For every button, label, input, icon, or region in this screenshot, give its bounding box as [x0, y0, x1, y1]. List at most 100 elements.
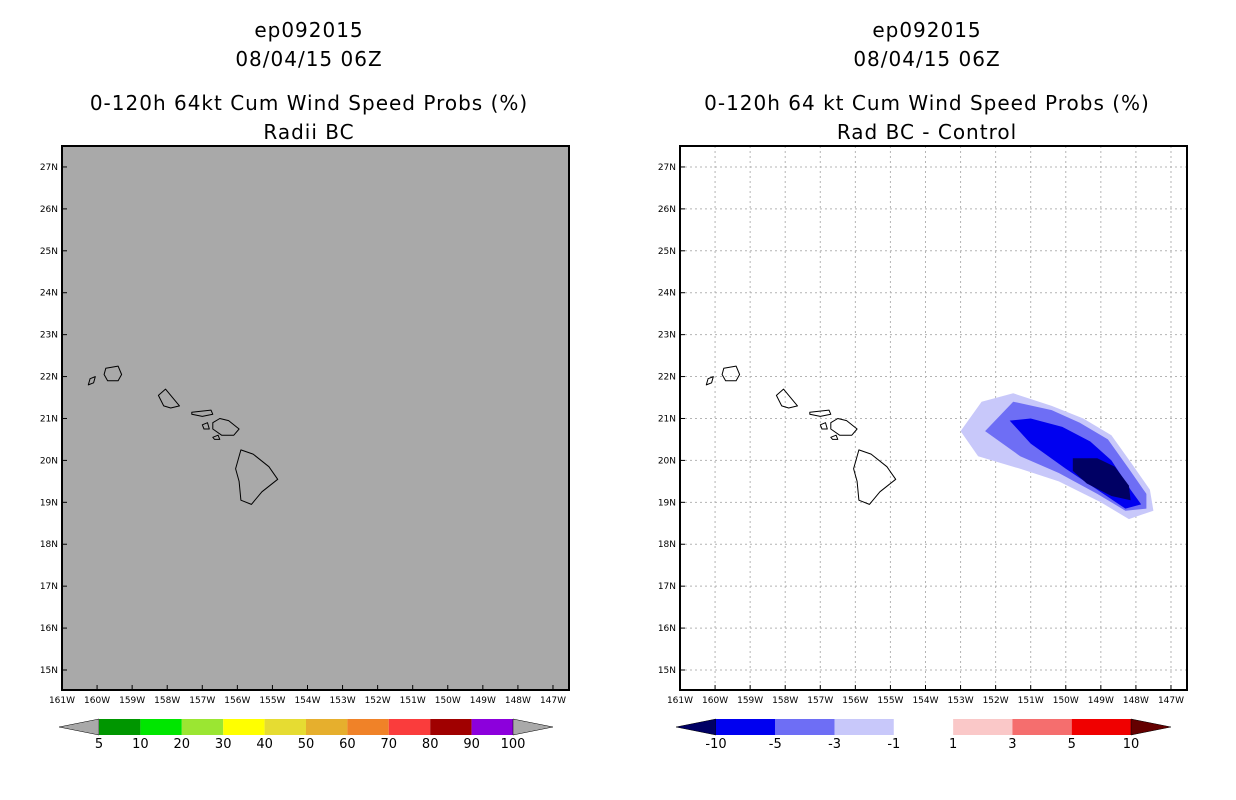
right-map: 15N 16N 17N 18N 19N 20N 21N 22N 23N 24N 25N 26N 27N 1…	[658, 145, 1188, 752]
left-storm-id: ep092015	[254, 18, 364, 42]
lat-tick-label: 24N	[658, 289, 676, 299]
colorbar-box	[223, 719, 265, 735]
colorbar-label: 90	[463, 737, 480, 752]
colorbar-high-triangle	[512, 718, 554, 736]
lon-tick-label: 148W	[505, 696, 531, 706]
lat-tick-label: 16N	[40, 624, 58, 634]
colorbar-box	[775, 719, 835, 735]
colorbar-box	[347, 719, 389, 735]
molokai-island	[191, 409, 214, 417]
lat-tick-label: 17N	[40, 582, 58, 592]
kauai-island	[721, 365, 741, 382]
lon-tick-label: 160W	[702, 696, 728, 706]
lanai-island	[819, 422, 828, 430]
lon-tick-label: 153W	[330, 696, 356, 706]
lat-tick-label: 15N	[40, 666, 58, 676]
colorbar-label: 1	[949, 737, 957, 752]
colorbar-label: 50	[298, 737, 315, 752]
niihau-island	[87, 376, 96, 386]
maui-island	[212, 418, 240, 436]
left-variant-title: Radii BC	[263, 120, 355, 144]
left-map: 15N 16N 17N 18N 19N 20N 21N 22N 23N 24N 25N 26N 27N 1…	[40, 145, 570, 752]
colorbar-box	[471, 719, 513, 735]
probability-field	[62, 146, 569, 690]
niihau-island	[705, 376, 714, 386]
colorbar-box	[181, 719, 224, 735]
lon-tick-label: 161W	[49, 696, 75, 706]
lat-tick-label: 21N	[40, 414, 58, 424]
right-panel: ep092015 08/04/15 06Z 0-120h 64 kt Cum W…	[618, 0, 1236, 800]
lon-tick-label: 147W	[540, 696, 566, 706]
colorbar-label: 20	[174, 737, 191, 752]
lanai-island	[201, 422, 210, 430]
kauai-island	[103, 365, 123, 382]
colorbar-label: 40	[256, 737, 273, 752]
colorbar-label: 5	[1068, 737, 1076, 752]
lon-tick-label: 155W	[877, 696, 903, 706]
lon-tick-label: 159W	[119, 696, 145, 706]
map-background	[680, 146, 1187, 690]
hawaii-island	[853, 449, 897, 505]
lon-tick-label: 147W	[1158, 696, 1184, 706]
colorbar-label: 3	[1008, 737, 1016, 752]
right-datetime: 08/04/15 06Z	[853, 47, 1001, 71]
lat-tick-label: 23N	[40, 331, 58, 341]
lat-tick-label: 18N	[40, 540, 58, 550]
lon-tick-label: 149W	[470, 696, 496, 706]
lat-tick-label: 22N	[658, 373, 676, 383]
lon-tick-label: 158W	[154, 696, 180, 706]
colorbar-label: -1	[887, 737, 900, 752]
colorbar-label: 60	[339, 737, 356, 752]
lat-tick-label: 20N	[40, 456, 58, 466]
colorbar-box	[388, 719, 431, 735]
lat-tick-label: 21N	[658, 414, 676, 424]
lon-tick-label: 154W	[912, 696, 938, 706]
lon-tick-label: 158W	[772, 696, 798, 706]
lon-tick-label: 157W	[807, 696, 833, 706]
colorbar-box	[264, 719, 306, 735]
colorbar-high-triangle	[1130, 718, 1172, 736]
lon-tick-label: 159W	[737, 696, 763, 706]
lon-tick-label: 157W	[189, 696, 215, 706]
lat-tick-label: 16N	[658, 624, 676, 634]
lon-tick-label: 156W	[842, 696, 868, 706]
lat-tick-label: 20N	[658, 456, 676, 466]
colorbar-box	[834, 719, 894, 735]
colorbar-label: 10	[132, 737, 149, 752]
lon-tick-label: 160W	[84, 696, 110, 706]
lat-tick-label: 19N	[40, 498, 58, 508]
colorbar-label: 100	[501, 737, 526, 752]
maui-island	[830, 418, 858, 436]
lon-tick-label: 151W	[1018, 696, 1044, 706]
lon-tick-label: 156W	[224, 696, 250, 706]
left-product-title: 0-120h 64kt Cum Wind Speed Probs (%)	[89, 91, 529, 115]
colorbar-label: 30	[215, 737, 232, 752]
colorbar: 5 10 20 30 40 50 60 70 80 90 100	[58, 718, 554, 752]
right-storm-id: ep092015	[872, 18, 982, 42]
lon-tick-label: 152W	[365, 696, 391, 706]
lon-tick-label: 149W	[1088, 696, 1114, 706]
lat-tick-label: 19N	[658, 498, 676, 508]
colorbar-low-triangle	[58, 718, 100, 736]
colorbar-label: 70	[381, 737, 398, 752]
lat-tick-label: 24N	[40, 289, 58, 299]
colorbar-label: 5	[95, 737, 103, 752]
difference-contours	[960, 393, 1154, 520]
colorbar-box	[953, 719, 1013, 735]
lon-tick-label: 152W	[983, 696, 1009, 706]
right-variant-title: Rad BC - Control	[836, 120, 1018, 144]
colorbar-box	[430, 719, 472, 735]
lat-tick-label: 26N	[658, 205, 676, 215]
islands	[705, 365, 897, 505]
lon-tick-label: 154W	[294, 696, 320, 706]
colorbar-label: -3	[828, 737, 841, 752]
colorbar-low-triangle	[675, 718, 717, 736]
colorbar-label: 80	[422, 737, 439, 752]
colorbar-box	[893, 719, 954, 735]
contour-minus-10	[1072, 458, 1131, 501]
lon-tick-label: 153W	[948, 696, 974, 706]
lon-tick-label: 150W	[1053, 696, 1079, 706]
kahoolawe-island	[212, 434, 221, 440]
colorbar-box	[716, 719, 776, 735]
colorbar: -10 -5 -3 -1 1 3 5 10	[675, 718, 1172, 752]
